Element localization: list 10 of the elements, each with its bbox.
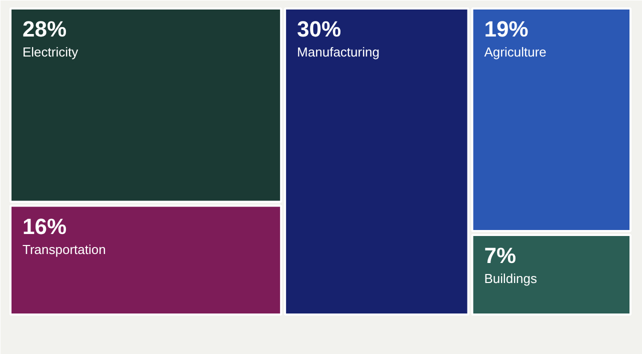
data-label: 19% xyxy=(484,16,528,42)
category-label: Buildings xyxy=(484,271,538,286)
data-label: 16% xyxy=(22,214,67,239)
category-label: Transportation xyxy=(22,242,106,257)
data-label: 28% xyxy=(22,16,67,42)
data-label: 30% xyxy=(297,16,342,42)
category-label: Agriculture xyxy=(484,44,546,60)
category-label: Manufacturing xyxy=(297,44,380,60)
category-label: Electricity xyxy=(22,44,79,60)
data-label: 7% xyxy=(484,243,516,268)
